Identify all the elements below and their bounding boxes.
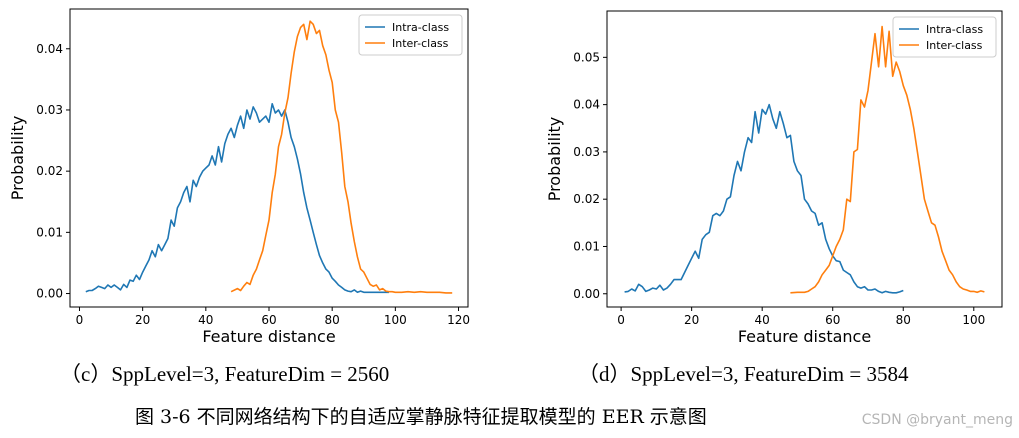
x-tick-label: 40 xyxy=(198,313,213,327)
chart-d: 0 20 40 60 80 100 0.00 0.01 0.02 0.03 0.04 0.05 Feat… xyxy=(545,10,1003,346)
y-tick-label: 0.04 xyxy=(573,98,600,112)
x-tick-label: 60 xyxy=(261,313,276,327)
series-line-intra-class xyxy=(624,103,904,294)
figure-caption: 图 3-6 不同网络结构下的自适应掌静脉特征提取模型的 EER 示意图 xyxy=(135,406,707,428)
y-tick-label: 0.01 xyxy=(36,225,63,239)
x-tick-label: 80 xyxy=(896,313,911,327)
series-line-inter-class xyxy=(790,25,985,294)
legend-label: Inter-class xyxy=(926,39,983,52)
y-tick-label: 0.03 xyxy=(36,103,63,117)
chart-c: 0 20 40 60 80 100 120 0.00 0.01 0.02 0.03 0.04 Featu… xyxy=(8,8,470,346)
x-tick-label: 0 xyxy=(76,313,84,327)
x-tick-label: 20 xyxy=(135,313,150,327)
x-axis-label: Feature distance xyxy=(738,327,871,346)
plot-frame xyxy=(606,10,1003,308)
series-line-intra-class xyxy=(85,103,389,294)
legend-box xyxy=(892,16,997,58)
x-tick-label: 100 xyxy=(962,313,985,327)
legend-label: Intra-class xyxy=(926,23,983,36)
y-tick-label: 0.02 xyxy=(36,164,63,178)
y-tick-label: 0.03 xyxy=(573,145,600,159)
series-line-inter-class xyxy=(230,20,453,294)
legend-label: Inter-class xyxy=(392,37,449,50)
y-tick-label: 0.00 xyxy=(36,287,63,301)
legend-box xyxy=(358,14,463,56)
x-axis-label: Feature distance xyxy=(202,327,335,346)
legend-label: Intra-class xyxy=(392,21,449,34)
x-tick-label: 40 xyxy=(755,313,770,327)
x-tick-label: 60 xyxy=(825,313,840,327)
y-axis-label: Probability xyxy=(545,117,564,202)
watermark: CSDN @bryant_meng xyxy=(861,412,1013,428)
x-tick-label: 80 xyxy=(325,313,340,327)
x-tick-label: 120 xyxy=(447,313,470,327)
x-tick-label: 0 xyxy=(617,313,625,327)
y-tick-label: 0.04 xyxy=(36,42,63,56)
caption-c: （c）SppLevel=3, FeatureDim = 2560 xyxy=(60,362,390,386)
y-tick-label: 0.01 xyxy=(573,239,600,253)
y-tick-label: 0.02 xyxy=(573,192,600,206)
y-axis-label: Probability xyxy=(8,116,27,201)
y-tick-label: 0.00 xyxy=(573,287,600,301)
y-tick-label: 0.05 xyxy=(573,50,600,64)
x-tick-label: 100 xyxy=(384,313,407,327)
x-tick-label: 20 xyxy=(684,313,699,327)
caption-d: （d）SppLevel=3, FeatureDim = 3584 xyxy=(578,362,909,386)
